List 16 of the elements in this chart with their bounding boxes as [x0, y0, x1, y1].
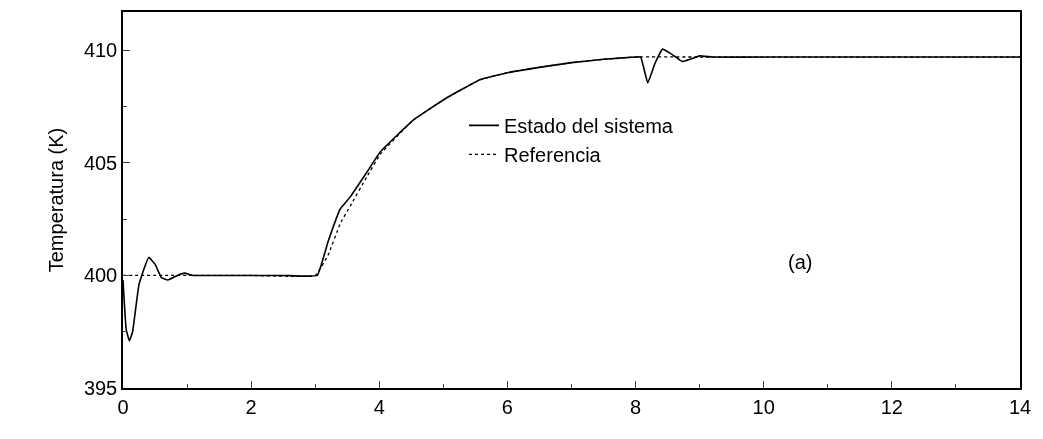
y-tick-label: 395	[83, 377, 118, 399]
annotation: (a)	[788, 251, 813, 273]
y-tick-label: 405	[83, 151, 118, 174]
x-tick-label: 12	[880, 395, 903, 418]
x-tick-label: 0	[117, 395, 129, 418]
x-tick-label: 10	[752, 395, 775, 418]
y-axis-title: Temperatura (K)	[44, 127, 67, 273]
legend-label: Estado del sistema	[504, 115, 674, 138]
x-tick-label: 4	[373, 395, 385, 418]
x-tick-label: 6	[501, 395, 513, 418]
x-tick-label: 2	[245, 395, 257, 418]
x-tick-label: 8	[630, 395, 642, 418]
legend-label: Referencia	[504, 144, 602, 167]
y-tick-label: 410	[83, 39, 118, 62]
x-tick-label: 14	[1008, 395, 1032, 418]
y-tick-label: 400	[83, 264, 118, 287]
